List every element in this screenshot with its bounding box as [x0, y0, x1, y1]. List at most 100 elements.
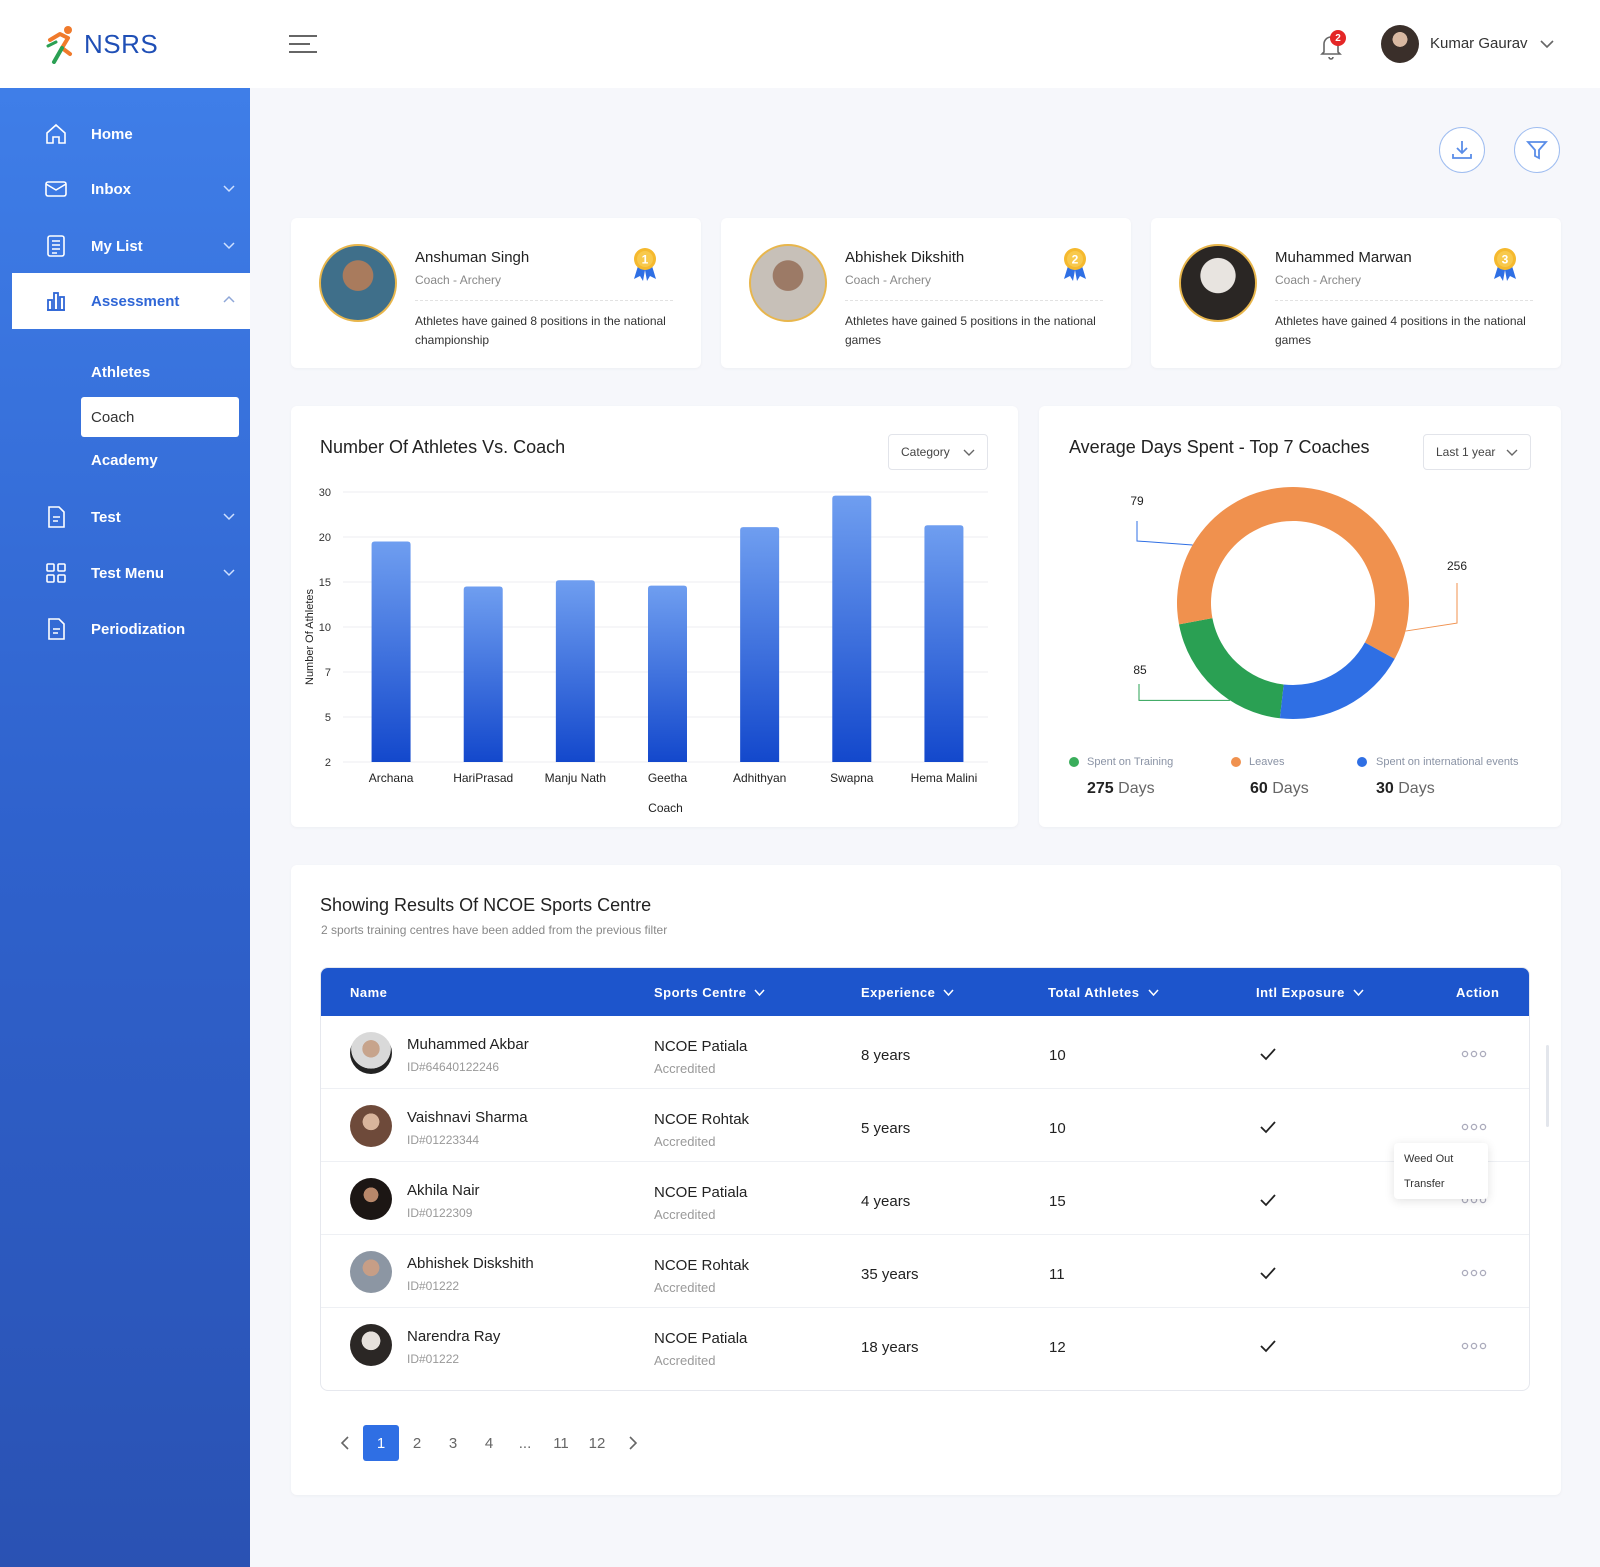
sidebar-item-label: Periodization: [91, 620, 186, 638]
medal-rank: 3: [1502, 253, 1509, 267]
donut-slice[interactable]: [1178, 618, 1284, 719]
legend-value: 60 Days: [1250, 780, 1309, 798]
table-scrollbar[interactable]: [1546, 1045, 1549, 1127]
donut-slice[interactable]: [1279, 642, 1395, 719]
bar-chart-card: Number Of Athletes Vs. Coach Category 30…: [291, 406, 1018, 827]
menu-icon[interactable]: [288, 34, 318, 54]
category-dropdown[interactable]: Category: [888, 434, 988, 470]
chevron-down-icon: [223, 569, 235, 577]
coach-photo: [1179, 244, 1257, 322]
menu-item-transfer[interactable]: Transfer: [1404, 1178, 1445, 1190]
coach-photo: [749, 244, 827, 322]
user-name[interactable]: Kumar Gaurav: [1430, 35, 1528, 52]
more-options-icon[interactable]: [1461, 1050, 1487, 1058]
bar[interactable]: [924, 525, 964, 762]
sidebar-item-assessment[interactable]: Assessment: [12, 273, 250, 329]
table-header: Name Sports Centre Experience Total Athl…: [321, 968, 1529, 1016]
sidebar-subitem-coach[interactable]: Coach: [81, 397, 239, 437]
x-tick-label: Archana: [369, 771, 414, 785]
y-tick-label: 30: [319, 487, 331, 499]
chart-title: Average Days Spent - Top 7 Coaches: [1069, 437, 1370, 457]
pagination-page[interactable]: 3: [448, 1434, 458, 1452]
dropdown-value: Last 1 year: [1436, 445, 1496, 459]
column-header-experience[interactable]: Experience: [861, 985, 954, 1000]
legend-value: 275 Days: [1087, 780, 1155, 798]
bar[interactable]: [740, 527, 780, 762]
column-header-name[interactable]: Name: [350, 985, 387, 1000]
row-centre: NCOE Patiala: [654, 1184, 748, 1201]
pagination-page[interactable]: 1: [363, 1425, 399, 1461]
table-row[interactable]: Vaishnavi Sharma ID#01223344 NCOE Rohtak…: [321, 1089, 1529, 1162]
chevron-down-icon[interactable]: [1540, 38, 1554, 50]
sidebar-item-periodization[interactable]: Periodization: [12, 601, 250, 657]
row-name: Akhila Nair: [407, 1182, 480, 1199]
sidebar-subitem-academy[interactable]: Academy: [91, 451, 158, 469]
column-header-intl-exposure[interactable]: Intl Exposure: [1256, 985, 1364, 1000]
coach-role: Coach - Archery: [845, 273, 932, 287]
table-row[interactable]: Muhammed Akbar ID#64640122246 NCOE Patia…: [321, 1016, 1529, 1089]
logo[interactable]: NSRS: [0, 0, 250, 88]
chevron-right-icon: [629, 1436, 638, 1450]
chevron-down-icon: [223, 242, 235, 250]
pagination-page[interactable]: 4: [484, 1434, 494, 1452]
sidebar-item-label: Inbox: [91, 180, 131, 198]
coach-card[interactable]: Anshuman Singh Coach - Archery 1 Athlete…: [291, 218, 701, 368]
bar-chart: 30 20 15 10 7 5 2 Archana HariPrasad Manju Nath Ge…: [304, 487, 988, 815]
pagination-page[interactable]: 12: [588, 1434, 606, 1452]
bar[interactable]: [371, 541, 411, 763]
leader-line: [1405, 583, 1458, 632]
bar[interactable]: [648, 585, 687, 762]
sidebar-item-test[interactable]: Test: [12, 489, 250, 545]
menu-item-weed-out[interactable]: Weed Out: [1404, 1153, 1454, 1165]
mail-icon: [45, 181, 67, 197]
list-icon: [47, 235, 65, 257]
divider: [1275, 300, 1533, 301]
sidebar-item-test-menu[interactable]: Test Menu: [12, 545, 250, 601]
more-options-icon[interactable]: [1461, 1269, 1487, 1277]
pagination-page[interactable]: 2: [412, 1434, 422, 1452]
filter-button[interactable]: [1514, 127, 1560, 173]
period-dropdown[interactable]: Last 1 year: [1423, 434, 1531, 470]
table-row[interactable]: Narendra Ray ID#01222 NCOE Patiala Accre…: [321, 1308, 1529, 1381]
legend-dot-international: [1357, 757, 1367, 767]
avatar: [350, 1178, 392, 1220]
chevron-left-icon: [340, 1436, 349, 1450]
legend-label: Spent on international events: [1376, 756, 1519, 768]
chevron-down-icon: [1353, 988, 1364, 996]
notification-badge: 2: [1330, 30, 1346, 46]
sidebar-item-inbox[interactable]: Inbox: [12, 161, 250, 217]
legend-number: 30: [1376, 780, 1394, 797]
more-options-icon[interactable]: [1461, 1342, 1487, 1350]
coach-card[interactable]: Muhammed Marwan Coach - Archery 3 Athlet…: [1151, 218, 1561, 368]
row-experience: 4 years: [861, 1193, 911, 1210]
coach-photo: [319, 244, 397, 322]
row-id: ID#01223344: [407, 1133, 480, 1147]
row-status: Accredited: [654, 1353, 716, 1368]
row-name: Muhammed Akbar: [407, 1036, 529, 1053]
chevron-down-icon: [223, 513, 235, 521]
column-header-sports-centre[interactable]: Sports Centre: [654, 985, 766, 1000]
user-avatar[interactable]: [1381, 25, 1419, 63]
row-name: Narendra Ray: [407, 1328, 501, 1345]
bar[interactable]: [832, 495, 872, 762]
coach-card[interactable]: Abhishek Dikshith Coach - Archery 2 Athl…: [721, 218, 1131, 368]
download-button[interactable]: [1439, 127, 1485, 173]
donut-slice[interactable]: [1177, 486, 1409, 659]
table-row[interactable]: Akhila Nair ID#0122309 NCOE Patiala Accr…: [321, 1162, 1529, 1235]
coach-role: Coach - Archery: [1275, 273, 1362, 287]
bar[interactable]: [555, 580, 595, 762]
bar[interactable]: [463, 586, 503, 763]
slice-value-label: 85: [1133, 663, 1147, 677]
sidebar-subitem-athletes[interactable]: Athletes: [91, 363, 151, 381]
column-header-total-athletes[interactable]: Total Athletes: [1048, 985, 1159, 1000]
y-axis-label: Number Of Athletes: [304, 589, 316, 685]
pagination-next[interactable]: [615, 1425, 651, 1461]
pagination-prev[interactable]: [327, 1425, 363, 1461]
more-options-icon[interactable]: [1461, 1123, 1487, 1131]
pagination-page[interactable]: 11: [553, 1434, 569, 1452]
sidebar-item-my-list[interactable]: My List: [12, 218, 250, 274]
row-status: Accredited: [654, 1280, 716, 1295]
table-row[interactable]: Abhishek Diskshith ID#01222 NCOE Rohtak …: [321, 1235, 1529, 1308]
column-header-label: Name: [350, 985, 388, 1000]
sidebar-item-home[interactable]: Home: [12, 106, 250, 162]
